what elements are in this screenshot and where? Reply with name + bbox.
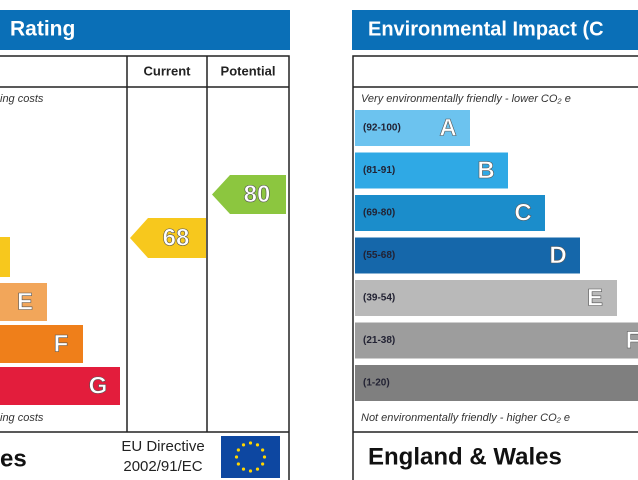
star [261,462,265,466]
potential-rating-value: 80 [244,181,271,208]
band-letter: A [439,114,456,141]
band-range: (39-54) [363,293,395,304]
energy-bands: EFG 68 80 [0,175,286,405]
star [241,467,246,471]
band-range: (55-68) [363,250,395,261]
current-rating [130,218,206,258]
panel-title: Rating [10,18,75,41]
band-range: (1-20) [363,378,390,389]
band [355,280,617,316]
potential-rating [212,175,286,214]
band [355,322,638,359]
directive: EU Directive [121,438,204,455]
star [236,448,240,452]
star [248,441,253,445]
band [355,195,545,231]
title-bar [0,10,290,50]
band-letter: F [54,330,69,357]
band-range: (81-91) [363,165,395,176]
band-letter: C [514,199,531,226]
region: England & Wales [368,443,562,470]
star [234,455,239,459]
star [262,455,267,459]
band-range: (69-80) [363,208,395,219]
bottom-note: Not environmentally friendly - higher CO… [361,412,570,424]
band-letter: D [549,242,566,269]
band-range: (21-38) [363,335,395,346]
panel-title: Environmental Impact (C [368,18,604,40]
band-letter: G [89,372,108,399]
eu-stars [234,441,267,473]
region: es [0,445,27,472]
band [355,365,638,401]
band [355,237,580,274]
current-rating-value: 68 [163,224,190,251]
star [261,448,265,452]
directive: 2002/91/EC [123,458,202,475]
band [355,110,470,146]
title-bar [352,10,638,50]
environment-bands: (92-100) A (81-91) B (69-80) C (55-68) D (39-54)… [355,110,638,401]
bottom-note: ing costs [0,412,44,424]
panel-frame [352,55,638,480]
top-note: ing costs [0,93,44,105]
panel-frame [0,55,290,480]
band-letter: E [587,284,603,311]
column-header: Potential [221,63,276,78]
star [255,467,260,471]
band [0,283,47,321]
band [0,237,10,277]
star [236,462,240,466]
star [255,443,260,447]
top-note: Very environmentally friendly - lower CO… [361,93,571,105]
star [248,469,253,473]
band-letter: F [626,327,638,354]
band-range: (92-100) [363,123,401,134]
band [0,367,120,405]
band-letter: B [477,157,494,184]
star [241,443,246,447]
band [355,152,508,189]
band-letter: E [17,288,33,315]
band [0,325,83,363]
column-header: Current [144,63,192,78]
